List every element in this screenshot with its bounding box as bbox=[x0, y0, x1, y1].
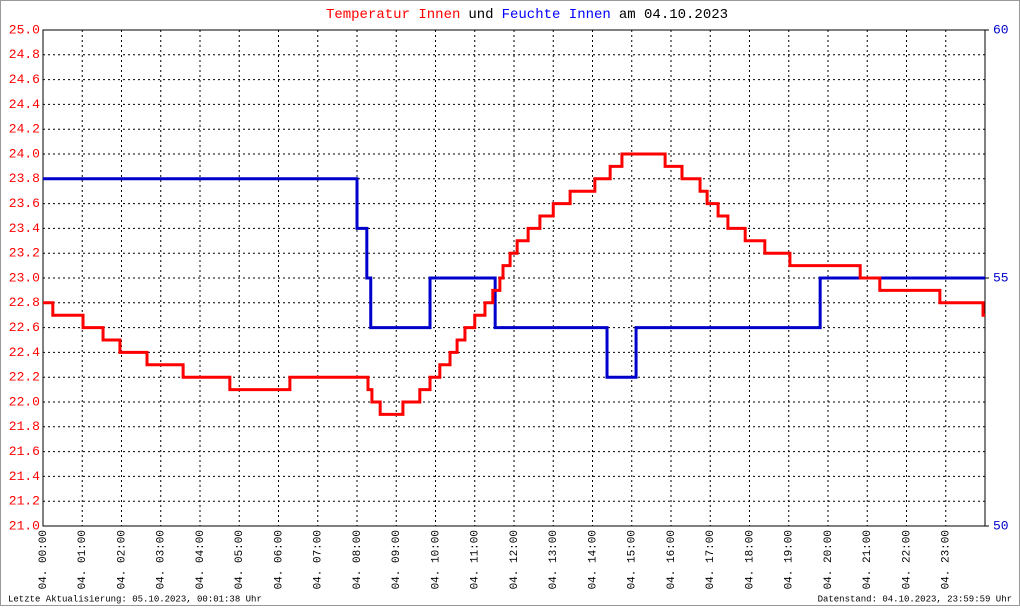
y-tick-label: 21.0 bbox=[9, 518, 40, 533]
x-tick-label: 04. 22:00 bbox=[901, 530, 913, 589]
y-tick-label: 24.0 bbox=[9, 146, 40, 161]
x-tick-label: 04. 21:00 bbox=[862, 530, 874, 589]
x-tick-label: 04. 20:00 bbox=[823, 530, 835, 589]
x-tick-label: 04. 02:00 bbox=[116, 530, 128, 589]
y-tick-label: 22.2 bbox=[9, 370, 40, 385]
chart-title: Temperatur Innen und Feuchte Innen am 04.10… bbox=[326, 7, 728, 23]
y-tick-label: 22.4 bbox=[9, 345, 40, 360]
y2-tick-label: 55 bbox=[993, 270, 1009, 285]
y-tick-label: 24.4 bbox=[9, 97, 40, 112]
y-tick-label: 21.4 bbox=[9, 469, 40, 484]
x-tick-label: 04. 13:00 bbox=[548, 530, 560, 589]
x-tick-label: 04. 07:00 bbox=[313, 530, 325, 589]
x-tick-label: 04. 23:00 bbox=[941, 530, 953, 589]
y-tick-label: 25.0 bbox=[9, 22, 40, 37]
y-tick-label: 22.0 bbox=[9, 394, 40, 409]
x-tick-label: 04. 03:00 bbox=[156, 530, 168, 589]
y-tick-label: 23.0 bbox=[9, 270, 40, 285]
x-tick-label: 04. 16:00 bbox=[666, 530, 678, 589]
y-tick-label: 22.6 bbox=[9, 320, 40, 335]
x-tick-label: 04. 12:00 bbox=[509, 530, 521, 589]
x-tick-label: 04. 15:00 bbox=[627, 530, 639, 589]
x-tick-label: 04. 05:00 bbox=[234, 530, 246, 589]
y-tick-label: 23.2 bbox=[9, 246, 40, 261]
y2-tick-label: 50 bbox=[993, 518, 1009, 533]
x-tick-label: 04. 17:00 bbox=[705, 530, 717, 589]
y-tick-label: 24.2 bbox=[9, 122, 40, 137]
title-part: und bbox=[468, 7, 493, 23]
footer-left: Letzte Aktualisierung: 05.10.2023, 00:01… bbox=[8, 594, 262, 604]
footer-right: Datenstand: 04.10.2023, 23:59:59 Uhr bbox=[818, 594, 1012, 604]
x-tick-label: 04. 11:00 bbox=[470, 530, 482, 589]
y-tick-label: 21.2 bbox=[9, 494, 40, 509]
y-tick-label: 23.8 bbox=[9, 171, 40, 186]
title-part: am 04.10.2023 bbox=[619, 7, 728, 23]
x-tick-label: 04. 19:00 bbox=[784, 530, 796, 589]
y-tick-label: 24.8 bbox=[9, 47, 40, 62]
title-part: Feuchte Innen bbox=[502, 7, 611, 23]
x-tick-label: 04. 09:00 bbox=[391, 530, 403, 589]
x-tick-label: 04. 01:00 bbox=[77, 530, 89, 589]
y-tick-label: 23.6 bbox=[9, 196, 40, 211]
y-tick-label: 24.6 bbox=[9, 72, 40, 87]
x-tick-label: 04. 10:00 bbox=[430, 530, 442, 589]
title-part: Temperatur Innen bbox=[326, 7, 460, 23]
x-tick-label: 04. 00:00 bbox=[38, 530, 50, 589]
x-tick-label: 04. 18:00 bbox=[744, 530, 756, 589]
series-line bbox=[43, 152, 985, 416]
y-tick-label: 22.8 bbox=[9, 295, 40, 310]
x-tick-label: 04. 14:00 bbox=[587, 530, 599, 589]
y-tick-label: 21.6 bbox=[9, 444, 40, 459]
y-tick-label: 23.4 bbox=[9, 221, 40, 236]
x-tick-label: 04. 06:00 bbox=[273, 530, 285, 589]
x-tick-label: 04. 08:00 bbox=[352, 530, 364, 589]
y-tick-label: 21.8 bbox=[9, 419, 40, 434]
y2-tick-label: 60 bbox=[993, 22, 1009, 37]
x-tick-label: 04. 04:00 bbox=[195, 530, 207, 589]
series-line bbox=[43, 177, 985, 379]
